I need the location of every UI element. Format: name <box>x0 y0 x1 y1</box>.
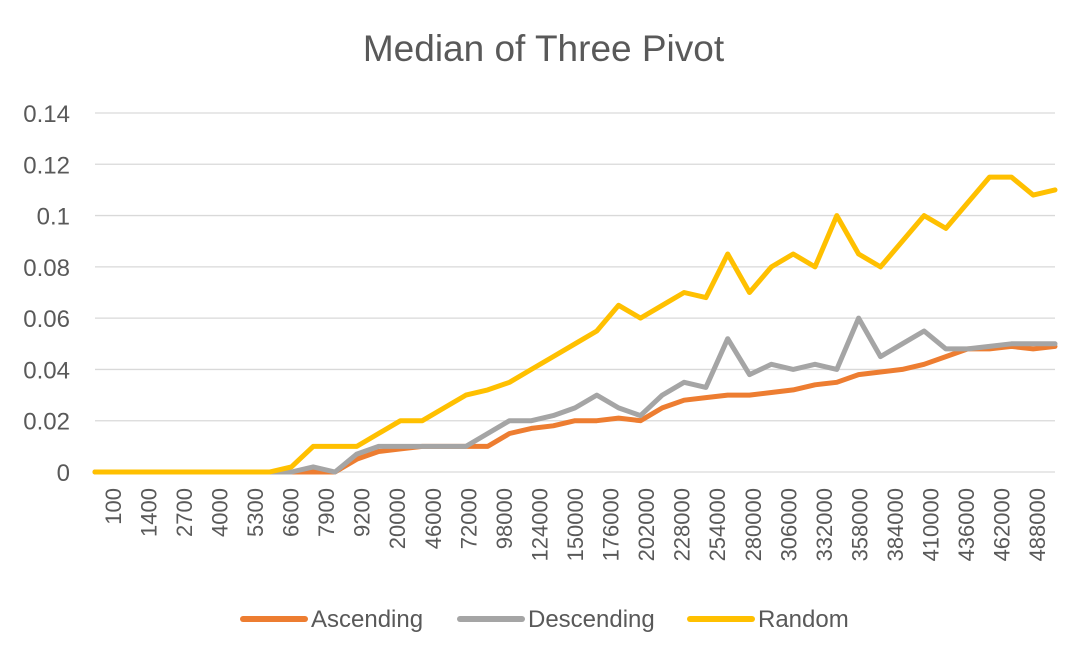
x-tick-label: 1400 <box>136 488 161 537</box>
x-tick-label: 100 <box>101 488 126 525</box>
x-tick-label: 20000 <box>385 488 410 549</box>
x-tick-label: 228000 <box>670 488 695 561</box>
x-tick-label: 358000 <box>847 488 872 561</box>
y-tick-label: 0.08 <box>23 255 70 282</box>
x-tick-label: 254000 <box>705 488 730 561</box>
x-tick-label: 436000 <box>954 488 979 561</box>
x-tick-label: 46000 <box>421 488 446 549</box>
x-tick-label: 2700 <box>172 488 197 537</box>
x-tick-label: 72000 <box>456 488 481 549</box>
x-tick-label: 202000 <box>634 488 659 561</box>
y-tick-label: 0.02 <box>23 409 70 436</box>
y-tick-label: 0.1 <box>37 204 70 231</box>
x-tick-label: 6600 <box>279 488 304 537</box>
x-tick-label: 410000 <box>919 488 944 561</box>
y-tick-label: 0 <box>57 460 70 487</box>
legend-label-descending: Descending <box>528 606 655 633</box>
x-tick-label: 280000 <box>741 488 766 561</box>
x-tick-label: 124000 <box>527 488 552 561</box>
x-tick-label: 9200 <box>350 488 375 537</box>
chart-title: Median of Three Pivot <box>362 28 725 69</box>
x-tick-label: 98000 <box>492 488 517 549</box>
x-tick-label: 332000 <box>812 488 837 561</box>
y-tick-label: 0.12 <box>23 152 70 179</box>
y-tick-label: 0.14 <box>23 101 70 128</box>
x-tick-label: 150000 <box>563 488 588 561</box>
series-line-random <box>92 174 1058 475</box>
y-tick-label: 0.06 <box>23 306 70 333</box>
x-tick-label: 5300 <box>243 488 268 537</box>
y-tick-label: 0.04 <box>23 357 70 384</box>
legend-label-ascending: Ascending <box>311 606 423 633</box>
x-tick-label: 4000 <box>207 488 232 537</box>
x-tick-label: 176000 <box>599 488 624 561</box>
x-tick-label: 306000 <box>776 488 801 561</box>
x-tick-label: 462000 <box>990 488 1015 561</box>
legend-label-random: Random <box>758 606 849 633</box>
x-tick-label: 384000 <box>883 488 908 561</box>
x-tick-label: 488000 <box>1025 488 1050 561</box>
x-tick-label: 7900 <box>314 488 339 537</box>
